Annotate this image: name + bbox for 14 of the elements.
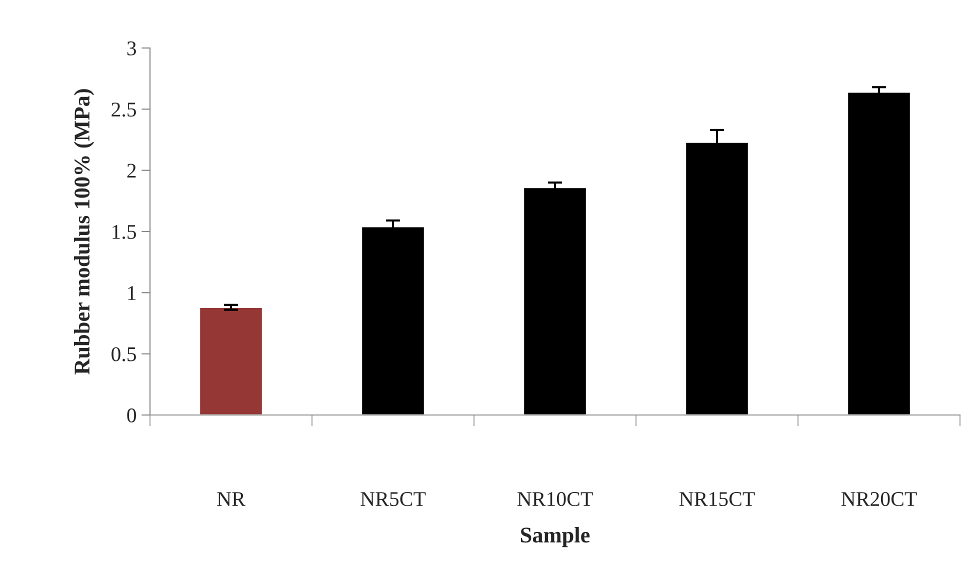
y-tick-label: 3 xyxy=(127,41,136,56)
x-tick-label: NR5CT xyxy=(360,492,426,506)
y-tick-label: 2.5 xyxy=(112,102,136,117)
y-tick-label: 0.5 xyxy=(112,347,136,362)
x-tick-label: NR xyxy=(217,492,246,506)
x-tick-label: NR15CT xyxy=(679,492,755,506)
x-axis-title: Sample xyxy=(520,526,590,548)
y-tick-label: 0 xyxy=(127,408,136,422)
x-tick-label: NR20CT xyxy=(841,492,917,506)
y-tick-label: 1.5 xyxy=(112,224,136,240)
x-tick-label: NR10CT xyxy=(517,492,593,506)
y-tick-label: 1 xyxy=(128,286,136,300)
y-tick-label: 2 xyxy=(127,164,136,178)
y-axis-title: Rubber modulus 100% (MPa) xyxy=(74,89,94,374)
